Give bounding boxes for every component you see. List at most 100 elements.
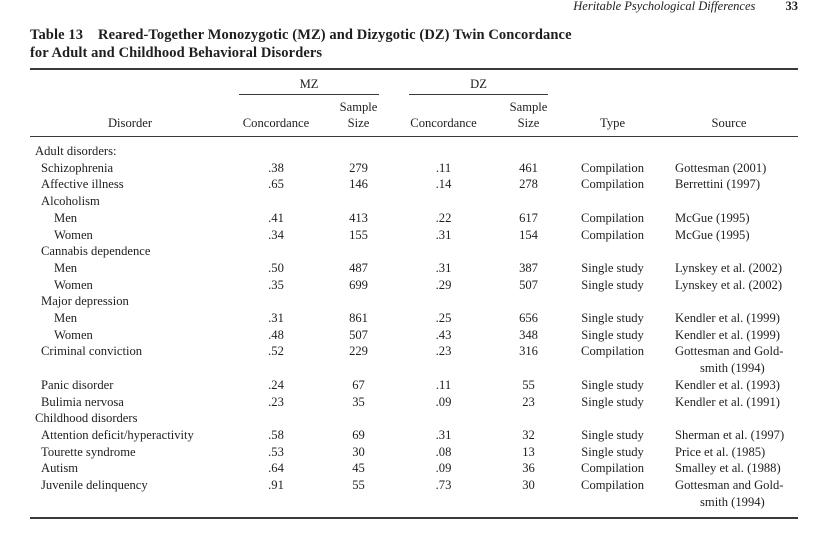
dz-sample-size-column-header: Sample Size [492, 95, 566, 137]
disorder-column-header: Disorder [30, 95, 230, 137]
source-line: Berrettini (1997) [675, 177, 761, 192]
dz-concordance-cell: .09 [435, 394, 452, 409]
dz-group-header: DZ [395, 69, 565, 95]
dz-sample-size-cell: 316 [519, 344, 538, 359]
dz-concordance-cell: .14 [435, 177, 452, 192]
table-row: Major depression [30, 293, 798, 310]
source-cell: Kendler et al. (1991) [660, 394, 798, 411]
source-cell [660, 137, 798, 160]
type-cell [565, 137, 660, 160]
mz-concordance-cell: .34 [268, 227, 284, 242]
empty-spanner-cell [30, 69, 230, 95]
type-cell: Compilation [581, 160, 645, 175]
type-cell: Single study [581, 311, 644, 326]
source-cell: Kendler et al. (1993) [660, 377, 798, 394]
source-cell: Kendler et al. (1999) [660, 310, 798, 327]
mz-concordance-cell: .50 [268, 260, 284, 275]
mz-sample-size-cell: 699 [349, 277, 368, 292]
mz-concordance-cell: .23 [268, 394, 284, 409]
mz-concordance-cell: .24 [268, 377, 284, 392]
table-row: Men .41 413 .22 617 Compilation McGue (1… [30, 210, 798, 227]
mz-sample-size-cell [322, 193, 395, 210]
disorder-cell: Childhood disorders [35, 411, 138, 426]
source-line: Price et al. (1985) [675, 444, 766, 459]
type-cell: Single study [581, 277, 644, 292]
mz-sample-size-cell [322, 243, 395, 260]
source-line: Kendler et al. (1999) [675, 311, 780, 326]
source-cell: Gottesman and Gold-smith (1994) [660, 343, 798, 376]
dz-sample-size-cell: 461 [519, 160, 538, 175]
type-cell: Single study [581, 394, 644, 409]
dz-concordance-column-header: Concordance [395, 95, 493, 137]
mz-concordance-cell: .91 [268, 478, 284, 493]
table-row: Bulimia nervosa .23 35 .09 23 Single stu… [30, 394, 798, 411]
source-cell: Lynskey et al. (2002) [660, 260, 798, 277]
mz-concordance-cell [230, 243, 322, 260]
empty-spanner-cell [660, 69, 798, 95]
mz-concordance-cell: .41 [268, 210, 284, 225]
type-cell: Single study [581, 327, 644, 342]
type-cell: Compilation [581, 461, 645, 476]
dz-concordance-cell [395, 293, 492, 310]
mz-concordance-cell [230, 293, 322, 310]
dz-sample-size-cell [492, 243, 565, 260]
mz-concordance-cell: .35 [268, 277, 284, 292]
dz-sample-size-cell: 348 [519, 327, 538, 342]
table-row: Panic disorder .24 67 .11 55 Single stud… [30, 377, 798, 394]
dz-concordance-cell: .73 [435, 478, 452, 493]
mz-concordance-cell: .48 [268, 327, 284, 342]
mz-concordance-cell: .65 [268, 177, 284, 192]
mz-sample-size-cell: 35 [352, 394, 365, 409]
table-row: Cannabis dependence [30, 243, 798, 260]
source-cell: Lynskey et al. (2002) [660, 277, 798, 294]
column-group-row: MZ DZ [30, 69, 798, 95]
mz-concordance-cell [230, 410, 322, 427]
dz-concordance-cell: .31 [435, 427, 452, 442]
table-row: Affective illness .65 146 .14 278 Compil… [30, 176, 798, 193]
dz-concordance-cell [395, 193, 492, 210]
mz-sample-size-cell: 487 [349, 260, 368, 275]
mz-sample-size-cell: 55 [352, 478, 365, 493]
mz-concordance-cell: .31 [268, 311, 284, 326]
table-row: Alcoholism [30, 193, 798, 210]
dz-sample-size-cell: 55 [522, 377, 535, 392]
mz-sample-size-cell: 45 [352, 461, 365, 476]
page-number: 33 [785, 0, 799, 13]
source-line: Gottesman and Gold- [675, 478, 784, 493]
dz-sample-size-cell: 507 [519, 277, 538, 292]
dz-sample-size-cell: 387 [519, 260, 538, 275]
dz-concordance-cell: .43 [435, 327, 452, 342]
type-cell: Single study [581, 260, 644, 275]
dz-sample-size-cell: 617 [519, 210, 538, 225]
dz-sample-size-cell: 13 [522, 444, 535, 459]
dz-sample-size-cell [492, 193, 565, 210]
running-head: Heritable Psychological Differences 33 [30, 0, 798, 13]
type-column-header: Type [565, 95, 661, 137]
dz-sample-size-cell: 23 [522, 394, 535, 409]
dz-concordance-cell: .25 [435, 311, 452, 326]
source-cell: McGue (1995) [660, 227, 798, 244]
disorder-cell: Women [54, 327, 93, 342]
source-line: Kendler et al. (1999) [675, 327, 780, 342]
source-line: Gottesman (2001) [675, 160, 767, 175]
disorder-cell: Men [54, 311, 78, 326]
table-row: Criminal conviction .52 229 .23 316 Comp… [30, 343, 798, 376]
dz-concordance-cell: .09 [435, 461, 452, 476]
mz-sample-size-cell: 30 [352, 444, 365, 459]
disorder-cell: Women [54, 277, 93, 292]
mz-sample-size-column-header: Sample Size [322, 95, 396, 137]
table-row: Women .48 507 .43 348 Single study Kendl… [30, 327, 798, 344]
dz-sample-size-cell [492, 293, 565, 310]
dz-concordance-cell [395, 137, 492, 160]
source-cell: McGue (1995) [660, 210, 798, 227]
type-cell [565, 193, 660, 210]
table-row: Attention deficit/hyperactivity .58 69 .… [30, 427, 798, 444]
mz-sample-size-cell: 507 [349, 327, 368, 342]
dz-concordance-cell: .08 [435, 444, 452, 459]
table-row: Men .50 487 .31 387 Single study Lynskey… [30, 260, 798, 277]
type-cell: Compilation [581, 478, 645, 493]
disorder-cell: Affective illness [41, 177, 124, 192]
table-row: Juvenile delinquency .91 55 .73 30 Compi… [30, 477, 798, 518]
dz-sample-size-cell: 30 [522, 478, 535, 493]
